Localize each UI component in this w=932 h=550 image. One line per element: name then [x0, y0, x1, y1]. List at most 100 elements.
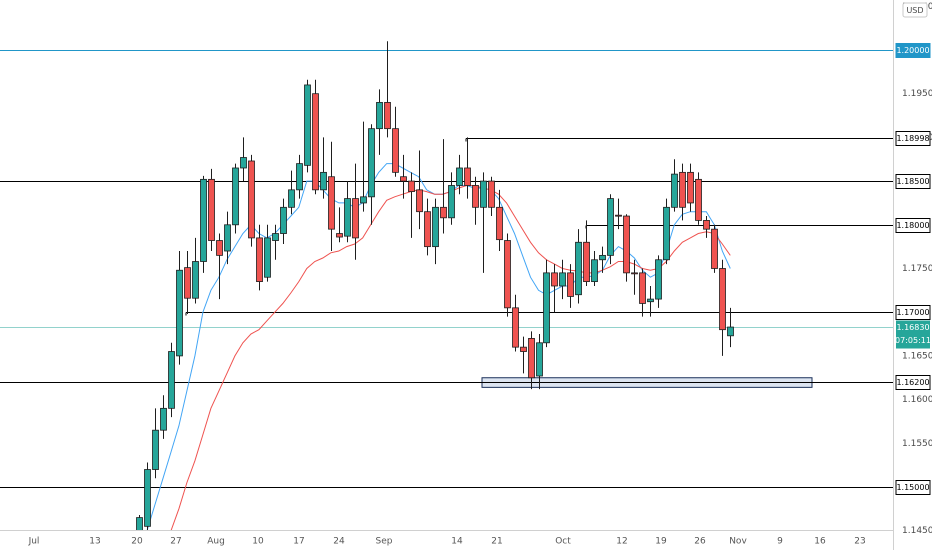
price-line-label-box: [895, 375, 931, 390]
x-tick-label: 21: [491, 537, 502, 547]
candle-body: [216, 240, 223, 256]
candle-body: [647, 298, 654, 303]
candle-body: [567, 272, 574, 297]
candle-body: [248, 160, 255, 239]
candle-body: [392, 128, 399, 173]
candle-body: [296, 163, 303, 191]
candle-body: [528, 338, 535, 379]
y-tick-label: 1.19500: [902, 89, 932, 99]
currency-button[interactable]: [902, 2, 928, 18]
candle-body: [496, 206, 503, 241]
price-line-label: 1.18000: [896, 221, 929, 230]
candle-body: [663, 206, 670, 261]
candle-body: [168, 351, 175, 409]
candle-body: [472, 185, 479, 208]
candle-body: [352, 198, 359, 239]
x-tick-label: 26: [694, 537, 706, 547]
x-tick-label: Oct: [555, 537, 571, 547]
y-tick-label: 1.14500: [902, 526, 932, 536]
candle-body: [424, 211, 431, 248]
candle-body: [272, 233, 279, 241]
candle-body: [408, 180, 415, 192]
candle-body: [488, 180, 495, 208]
candle-body: [256, 237, 263, 283]
candle-body: [504, 240, 511, 309]
candle-body: [336, 233, 343, 238]
candle-body: [480, 180, 487, 208]
candle-body: [184, 267, 191, 299]
countdown-label: 07:05:11: [895, 336, 931, 345]
price-line-label: 1.18500: [896, 177, 929, 186]
x-tick-label: Jul: [28, 537, 40, 547]
x-tick-label: 23: [854, 537, 865, 547]
candle-body: [520, 346, 527, 352]
candle-body: [591, 259, 598, 283]
candle-body: [136, 517, 143, 530]
candle-body: [551, 272, 558, 287]
candle-body: [575, 241, 582, 296]
candle-body: [679, 171, 686, 208]
x-tick-label: Aug: [207, 537, 225, 547]
currency-label[interactable]: USD: [906, 6, 923, 15]
candle-body: [615, 214, 622, 217]
candle-body: [320, 171, 327, 191]
candle-body: [464, 167, 471, 186]
candle-body: [432, 206, 439, 248]
candle-body: [400, 176, 407, 182]
candle-body: [703, 220, 710, 230]
candle-body: [687, 171, 694, 204]
candle-body: [328, 176, 335, 230]
candle-body: [695, 178, 702, 221]
x-tick-label: 20: [131, 537, 143, 547]
candle-body: [152, 429, 159, 470]
candle-body: [232, 167, 239, 226]
price-line-label: 1.17000: [896, 308, 929, 317]
candle-body: [200, 178, 207, 262]
x-tick-label: Sep: [376, 537, 393, 547]
candle-body: [312, 93, 319, 191]
candle-body: [240, 157, 247, 169]
plot-area: [0, 41, 893, 530]
candle-body: [344, 198, 351, 237]
x-tick-label: 24: [333, 537, 345, 547]
price-line-label: 1.15000: [896, 483, 929, 492]
candle-body: [280, 206, 287, 234]
y-tick-label: 1.15500: [902, 439, 932, 449]
candle-body: [631, 272, 638, 275]
candle-body: [160, 407, 167, 431]
price-line-label-box: [895, 174, 931, 189]
price-line-label-box: [895, 305, 931, 320]
x-tick-label: 27: [170, 537, 181, 547]
candle-body: [448, 185, 455, 219]
candle-body: [671, 173, 678, 208]
x-tick-label: 19: [655, 537, 667, 547]
x-tick-label: 9: [777, 537, 783, 547]
last-price-label: 1.16830: [896, 323, 929, 332]
candle-body: [224, 224, 231, 252]
candle-body: [512, 307, 519, 348]
candle-body: [384, 102, 391, 130]
candle-body: [304, 84, 311, 166]
candle-body: [623, 215, 630, 274]
candle-body: [543, 272, 550, 344]
candle-body: [639, 272, 646, 304]
y-tick-label: 1.16000: [902, 395, 932, 405]
y-tick-label: 1.17500: [902, 264, 932, 274]
price-line-label: 1.18998: [896, 134, 929, 143]
candle-body: [144, 469, 151, 527]
candle-body: [288, 189, 295, 208]
candle-body: [655, 259, 662, 300]
x-tick-label: 12: [616, 537, 627, 547]
x-tick-label: 13: [89, 537, 100, 547]
candle-body: [711, 228, 718, 269]
candle-body: [599, 254, 606, 261]
x-tick-label: Nov: [729, 537, 747, 547]
candle-body: [416, 189, 423, 213]
candle-body: [727, 326, 734, 337]
y-tick-label: 1.16500: [902, 351, 932, 361]
candle-body: [559, 272, 566, 287]
price-line-label: 1.16200: [896, 378, 929, 387]
candle-body: [192, 261, 199, 299]
